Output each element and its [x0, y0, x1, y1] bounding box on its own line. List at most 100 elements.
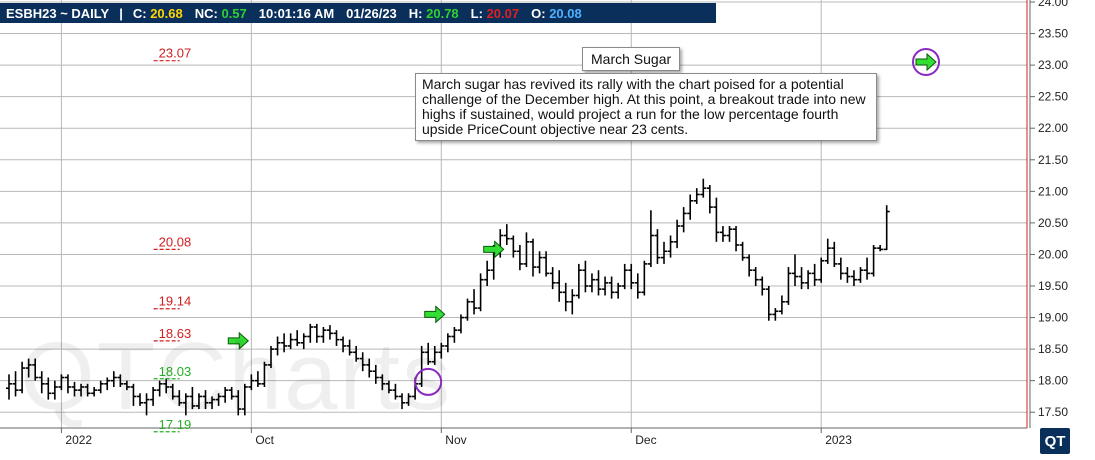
ohlc-bar — [543, 251, 550, 277]
ohlc-bar — [778, 295, 785, 315]
y-tick-label: 21.50 — [1038, 153, 1068, 167]
ohlc-bar — [850, 270, 857, 286]
ohlc-bar — [38, 371, 45, 394]
x-tick-label: Nov — [445, 433, 466, 447]
ohlc-bar — [510, 235, 517, 258]
ohlc-bar — [274, 336, 281, 356]
annotation-text[interactable]: March sugar has revived its rally with t… — [415, 73, 877, 141]
ohlc-bar — [864, 257, 871, 280]
arrow-icon — [424, 305, 446, 324]
annotation-title[interactable]: March Sugar — [582, 47, 681, 71]
ohlc-bar — [405, 393, 412, 406]
ohlc-bar — [281, 333, 288, 353]
ohlc-bar — [241, 383, 248, 416]
ohlc-bar — [451, 327, 458, 343]
y-tick-label: 20.50 — [1038, 216, 1068, 230]
ohlc-bar — [353, 345, 360, 362]
ohlc-bar — [117, 374, 124, 387]
ohlc-bar — [464, 298, 471, 321]
ohlc-bar — [752, 267, 759, 286]
ohlc-bar — [438, 342, 445, 359]
low-label: L: — [470, 5, 483, 21]
ohlc-bar — [307, 323, 314, 343]
ohlc-bar — [58, 374, 65, 391]
ohlc-bar — [143, 393, 150, 416]
ohlc-bar — [844, 267, 851, 283]
ohlc-bar — [248, 374, 255, 391]
ohlc-bar — [235, 390, 242, 416]
arrow-icon — [915, 52, 937, 72]
ohlc-bars — [6, 178, 890, 416]
ohlc-bar — [621, 263, 628, 290]
y-tick-label: 22.00 — [1038, 121, 1068, 135]
y-tick-label: 24.00 — [1038, 0, 1068, 9]
ohlc-bar — [641, 260, 648, 296]
ohlc-bar — [320, 327, 327, 343]
x-axis: 2022 Oct Nov Dec 2023 — [60, 428, 852, 447]
ohlc-bar — [163, 378, 170, 394]
y-tick-label: 18.00 — [1038, 374, 1068, 388]
ohlc-bar — [706, 185, 713, 214]
ohlc-bar — [503, 224, 510, 245]
x-tick-label: Oct — [255, 433, 274, 447]
ohlc-bar — [326, 325, 333, 340]
level-label: 20.08 — [159, 234, 192, 249]
ohlc-bar — [392, 383, 399, 400]
ohlc-bar — [661, 241, 667, 264]
ohlc-bar — [359, 352, 366, 372]
ohlc-bar — [634, 273, 641, 299]
close-label: C: — [132, 5, 147, 21]
ohlc-bar — [6, 374, 12, 400]
ohlc-bar — [792, 254, 798, 286]
ohlc-bar — [261, 361, 268, 387]
ohlc-bar — [654, 229, 661, 264]
ohlc-bar — [287, 333, 294, 350]
qt-logo: QT — [1040, 428, 1070, 454]
ohlc-bar — [137, 393, 143, 406]
ohlc-bar — [300, 333, 307, 350]
y-tick-label: 23.50 — [1038, 27, 1068, 41]
ohlc-bar — [379, 374, 386, 391]
symbol-label[interactable]: ESBH23 ~ DAILY — [6, 5, 110, 21]
high-value: 20.78 — [426, 5, 459, 21]
ohlc-bar — [97, 380, 104, 394]
ohlc-bar — [818, 257, 825, 283]
ohlc-bar — [399, 393, 405, 410]
ohlc-bar — [254, 371, 261, 387]
ohlc-bar — [759, 276, 766, 296]
y-tick-label: 17.50 — [1038, 405, 1068, 419]
ohlc-bar — [765, 286, 772, 321]
ohlc-bar — [602, 276, 609, 296]
ohlc-bar — [857, 267, 864, 283]
ohlc-bar — [798, 267, 805, 290]
ohlc-bar — [123, 380, 130, 391]
ohlc-bar — [104, 377, 111, 391]
ohlc-bar — [444, 333, 451, 353]
ohlc-bar — [477, 273, 484, 312]
ohlc-bar — [91, 386, 98, 397]
ohlc-bar — [523, 232, 530, 268]
grid-layer — [0, 0, 1031, 429]
ohlc-bar — [346, 339, 353, 356]
level-label: 17.19 — [159, 417, 192, 432]
ohlc-bar — [883, 205, 890, 251]
y-tick-label: 20.00 — [1038, 247, 1068, 261]
open-value: 20.08 — [549, 5, 582, 21]
ohlc-bar — [431, 345, 438, 365]
ohlc-bar — [824, 238, 831, 264]
ohlc-bar — [425, 342, 432, 365]
level-label: 23.07 — [159, 46, 192, 61]
ohlc-bar — [680, 207, 687, 233]
ohlc-bar — [530, 238, 536, 277]
y-tick-label: 19.50 — [1038, 279, 1068, 293]
high-label: H: — [408, 5, 423, 21]
y-tick-label: 19.00 — [1038, 311, 1068, 325]
quote-header: ESBH23 ~ DAILY | C: 20.68 NC: 0.57 10:01… — [0, 3, 716, 23]
y-tick-label: 18.50 — [1038, 342, 1068, 356]
objective-levels: 23.07 20.08 19.14 18.63 18.03 17.19 — [153, 46, 192, 433]
ohlc-bar — [733, 226, 740, 252]
ohlc-bar — [12, 371, 19, 397]
ohlc-bar — [608, 276, 615, 299]
ohlc-bar — [582, 260, 589, 293]
